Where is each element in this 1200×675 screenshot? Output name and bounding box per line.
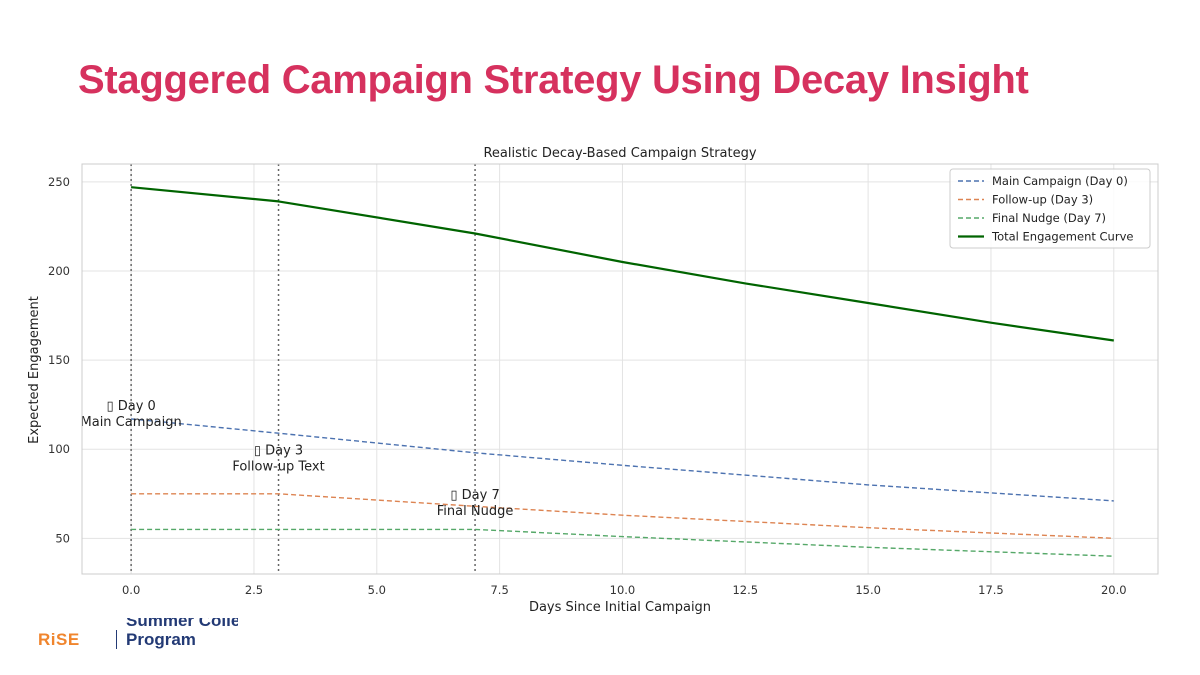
legend-label: Total Engagement Curve [991,230,1133,244]
program-logo: RiSE Summer College Program [38,618,238,652]
y-tick-label: 50 [55,531,70,545]
chart-title: Realistic Decay-Based Campaign Strategy [483,146,756,161]
annotation-subtitle: Main Campaign [81,415,182,430]
y-tick-label: 250 [48,175,70,189]
series-line [130,186,1114,342]
x-tick-label: 0.0 [122,583,140,597]
x-axis-label: Days Since Initial Campaign [529,600,711,615]
slide-title: Staggered Campaign Strategy Using Decay … [78,58,1029,102]
x-tick-label: 10.0 [610,583,636,597]
logo-line-2: Program [126,630,196,649]
legend-label: Follow-up (Day 3) [992,193,1093,207]
y-tick-label: 150 [48,353,70,367]
x-tick-label: 5.0 [368,583,386,597]
annotation-title: ▯ Day 3 [254,444,303,459]
logo-line-1: Summer College [126,618,238,630]
y-axis-label: Expected Engagement [27,296,42,444]
annotation-title: ▯ Day 0 [106,399,155,414]
annotation-subtitle: Follow-up Text [232,460,324,475]
legend-label: Main Campaign (Day 0) [992,174,1128,188]
x-tick-label: 7.5 [490,583,508,597]
annotation-title: ▯ Day 7 [450,488,499,503]
annotation-subtitle: Final Nudge [437,504,514,519]
x-tick-label: 12.5 [732,583,758,597]
y-axis-ticks: 50 100 150 200 250 [48,175,70,546]
logo-mark: RiSE [38,630,80,649]
series-lines [130,186,1114,557]
x-tick-label: 2.5 [245,583,263,597]
y-tick-label: 200 [48,264,70,278]
legend-box [949,168,1151,249]
x-tick-label: 17.5 [978,583,1004,597]
x-axis-ticks: 0.0 2.5 5.0 7.5 10.0 12.5 15.0 17.5 20.0 [122,583,1127,597]
logo-divider [116,630,117,649]
legend: Main Campaign (Day 0) Follow-up (Day 3) Fi… [949,168,1151,249]
x-tick-label: 20.0 [1101,583,1127,597]
series-line [131,418,1114,502]
legend-label: Final Nudge (Day 7) [992,211,1106,225]
series-line [131,493,1114,539]
y-tick-label: 100 [48,442,70,456]
series-line [131,528,1114,557]
plot-frame [81,163,1159,575]
x-tick-label: 15.0 [855,583,881,597]
